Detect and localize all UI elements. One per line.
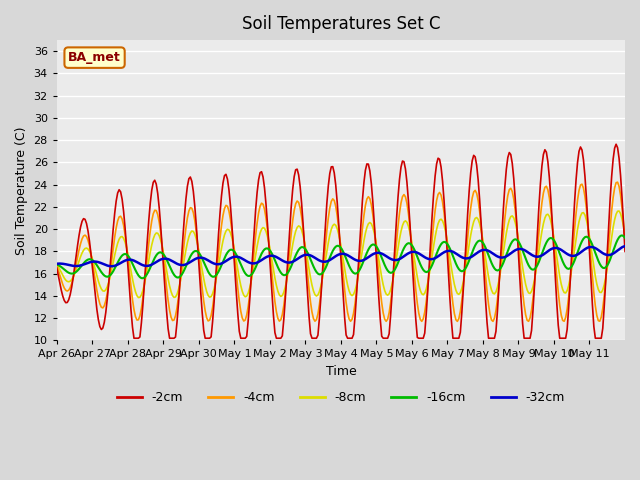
Title: Soil Temperatures Set C: Soil Temperatures Set C <box>242 15 440 33</box>
Y-axis label: Soil Temperature (C): Soil Temperature (C) <box>15 126 28 254</box>
Legend: -2cm, -4cm, -8cm, -16cm, -32cm: -2cm, -4cm, -8cm, -16cm, -32cm <box>112 386 570 409</box>
X-axis label: Time: Time <box>326 365 356 378</box>
Text: BA_met: BA_met <box>68 51 121 64</box>
